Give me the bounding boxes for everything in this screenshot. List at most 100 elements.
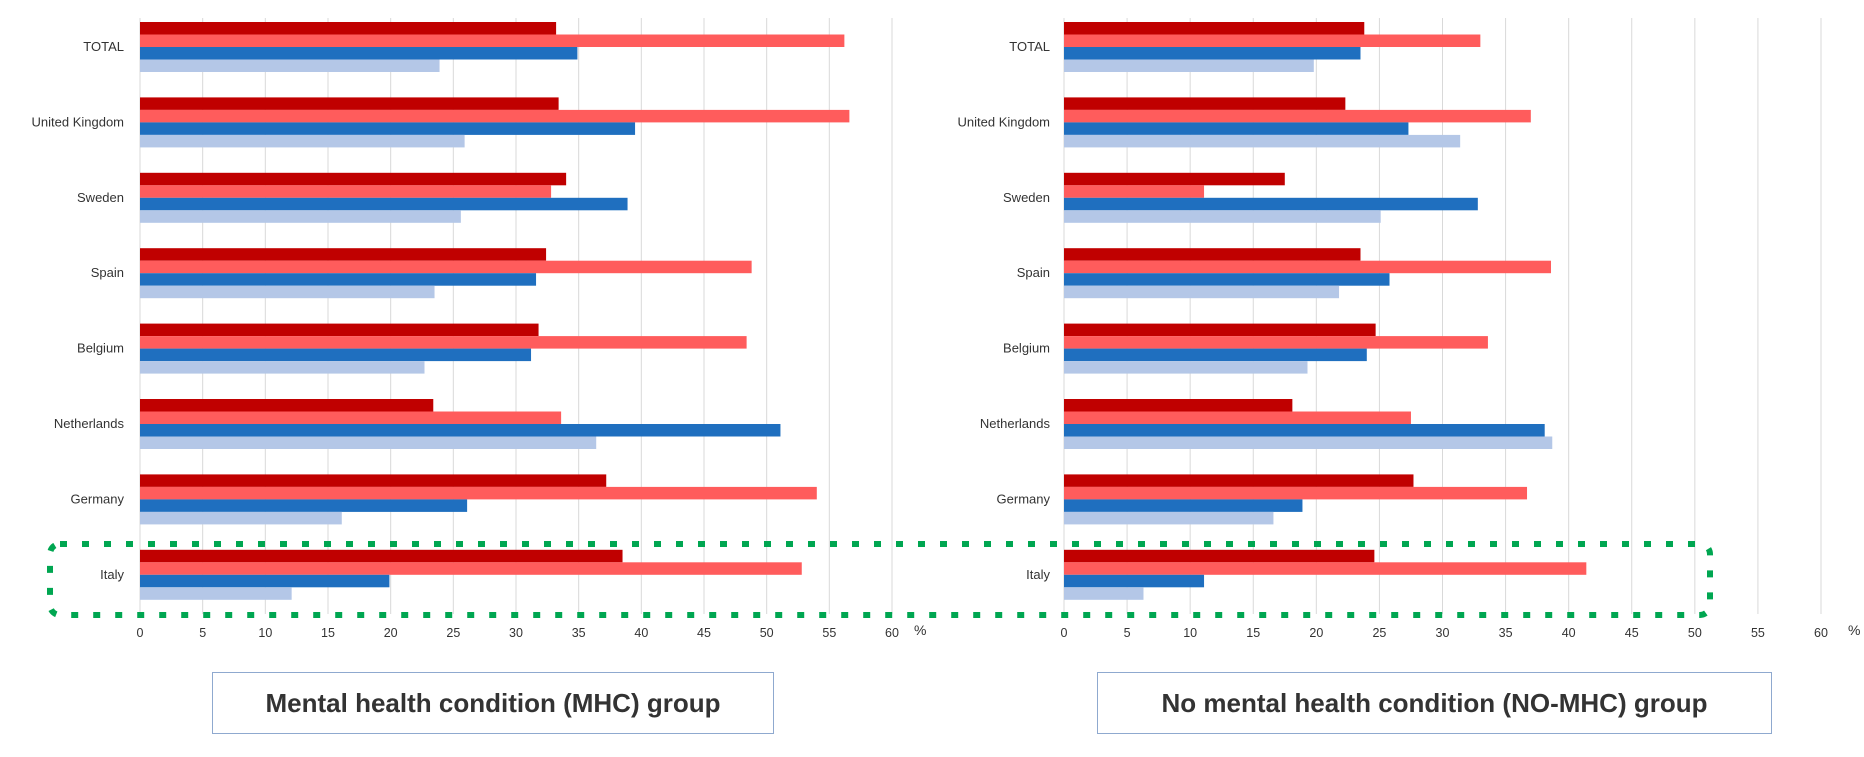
x-tick-label: 45 — [1625, 626, 1639, 640]
bar-series-light-red — [1064, 109, 1531, 123]
bar-series-dark-blue — [140, 499, 468, 512]
bar-series-light-red — [1064, 562, 1587, 575]
bar-series-dark-blue — [1064, 197, 1478, 211]
bar-series-light-red — [140, 486, 817, 500]
bar-series-light-blue — [140, 436, 597, 449]
bar-series-light-red — [1064, 486, 1528, 500]
category-label: TOTAL — [1009, 39, 1050, 54]
bar-series-dark-red — [140, 399, 434, 412]
bar-series-light-blue — [140, 210, 461, 223]
bar-series-light-blue — [1064, 285, 1340, 299]
bar-series-dark-blue — [140, 197, 628, 211]
bar-series-dark-blue — [140, 47, 578, 60]
bar-series-light-blue — [1064, 210, 1381, 223]
bar-series-dark-red — [140, 549, 623, 563]
mhc-group-caption-text: Mental health condition (MHC) group — [265, 687, 721, 718]
x-tick-label: 20 — [1309, 626, 1323, 640]
bar-series-dark-red — [1064, 248, 1361, 261]
bar-series-dark-red — [140, 323, 539, 337]
x-tick-label: 5 — [199, 626, 206, 640]
bar-series-light-blue — [140, 587, 292, 600]
bar-series-dark-red — [1064, 22, 1365, 35]
x-tick-label: 15 — [321, 626, 335, 640]
bar-series-dark-blue — [140, 122, 636, 135]
bar-series-light-red — [1064, 411, 1411, 424]
bar-series-light-red — [140, 562, 802, 575]
bar-series-dark-red — [1064, 172, 1285, 186]
bar-series-dark-red — [1064, 549, 1375, 563]
bar-series-light-red — [140, 411, 562, 424]
category-label: Italy — [100, 567, 124, 582]
category-label: Sweden — [1003, 190, 1050, 205]
x-unit-label: % — [914, 622, 926, 638]
bar-series-dark-red — [1064, 97, 1346, 110]
category-label: Netherlands — [54, 416, 125, 431]
x-tick-label: 50 — [1688, 626, 1702, 640]
x-tick-label: 25 — [446, 626, 460, 640]
bar-series-light-blue — [1064, 361, 1308, 374]
bar-series-dark-red — [140, 172, 567, 186]
bar-series-light-red — [140, 185, 552, 198]
bar-series-dark-red — [140, 474, 607, 487]
no-mhc-group-caption-text: No mental health condition (NO-MHC) grou… — [1161, 687, 1708, 718]
mhc-chart-panel: 0 5 10 15 20 25 30 35 40 45 50 55 60 % TOTAL United Kin… — [32, 18, 926, 640]
category-label: Germany — [997, 491, 1051, 506]
bar-series-light-blue — [140, 285, 435, 299]
bar-series-dark-red — [1064, 399, 1293, 412]
category-label: Belgium — [1003, 341, 1050, 356]
bar-series-dark-red — [140, 97, 559, 110]
x-tick-label: 0 — [1061, 626, 1068, 640]
x-tick-label: 35 — [1499, 626, 1513, 640]
bar-series-light-blue — [1064, 59, 1314, 72]
x-tick-label: 55 — [822, 626, 836, 640]
bar-series-light-red — [140, 260, 752, 274]
bar-series-dark-blue — [1064, 348, 1367, 362]
category-label: Netherlands — [980, 416, 1051, 431]
bar-series-light-blue — [140, 511, 342, 525]
x-tick-label: 25 — [1372, 626, 1386, 640]
bar-series-light-red — [1064, 185, 1205, 198]
bar-series-dark-blue — [1064, 122, 1409, 135]
bar-series-light-blue — [140, 134, 465, 148]
x-tick-label: 20 — [384, 626, 398, 640]
bar-series-light-blue — [1064, 436, 1553, 449]
x-tick-label: 10 — [258, 626, 272, 640]
mhc-group-caption: Mental health condition (MHC) group — [212, 672, 774, 734]
x-tick-label: 30 — [509, 626, 523, 640]
x-tick-label: 0 — [137, 626, 144, 640]
bar-series-light-red — [1064, 260, 1552, 274]
x-tick-label: 5 — [1124, 626, 1131, 640]
bar-series-light-blue — [1064, 134, 1461, 148]
category-label: Belgium — [77, 341, 124, 356]
x-tick-label: 30 — [1436, 626, 1450, 640]
x-tick-label: 40 — [634, 626, 648, 640]
bar-series-dark-red — [140, 22, 557, 35]
x-tick-label: 55 — [1751, 626, 1765, 640]
bar-series-dark-blue — [1064, 273, 1390, 286]
bar-series-light-blue — [140, 59, 440, 72]
no-mhc-chart-panel: 0 5 10 15 20 25 30 35 40 45 50 55 60 % TOTAL United Kin… — [958, 18, 1860, 640]
category-label: United Kingdom — [32, 114, 125, 129]
bar-series-light-red — [1064, 336, 1488, 349]
category-label: Spain — [91, 265, 124, 280]
bar-series-light-blue — [140, 361, 425, 374]
bar-series-dark-red — [1064, 323, 1376, 337]
category-label: United Kingdom — [958, 114, 1051, 129]
bar-series-dark-blue — [140, 348, 532, 362]
bar-series-dark-blue — [1064, 424, 1545, 437]
x-tick-label: 40 — [1562, 626, 1576, 640]
x-tick-label: 10 — [1183, 626, 1197, 640]
bar-series-dark-red — [1064, 474, 1414, 487]
bar-series-light-red — [1064, 34, 1481, 47]
x-unit-label: % — [1848, 622, 1860, 638]
no-mhc-group-caption: No mental health condition (NO-MHC) grou… — [1097, 672, 1772, 734]
bar-series-dark-red — [140, 248, 547, 261]
bar-series-light-blue — [1064, 511, 1274, 525]
category-label: Italy — [1026, 567, 1050, 582]
category-label: Spain — [1017, 265, 1050, 280]
italy-highlight-box — [47, 541, 1713, 618]
x-tick-label: 60 — [885, 626, 899, 640]
bar-series-light-red — [140, 34, 845, 47]
bar-series-dark-blue — [140, 273, 537, 286]
